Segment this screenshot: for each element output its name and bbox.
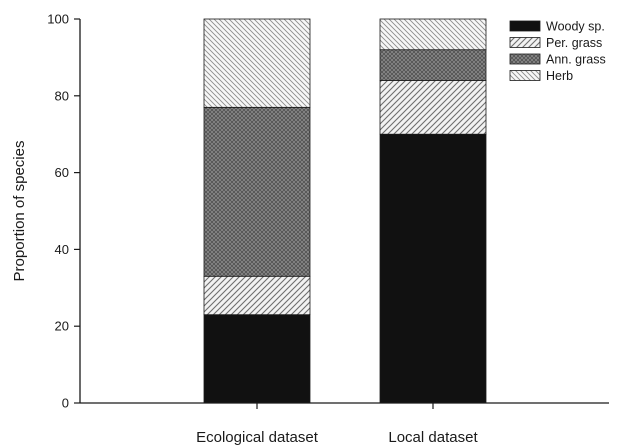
y-tick-label: 60 [55, 165, 69, 180]
legend-swatch-per-grass [509, 37, 541, 48]
y-tick-label: 100 [47, 12, 69, 27]
bar-segment-local-dataset-woody-sp [379, 133, 487, 404]
legend-label: Ann. grass [546, 53, 606, 67]
legend-label: Herb [546, 69, 573, 83]
bar-segment-local-dataset-per-grass [379, 80, 487, 135]
bar-segment-local-dataset-ann-grass [379, 49, 487, 81]
legend-swatch-herb [509, 70, 541, 81]
legend-label: Per. grass [546, 36, 602, 50]
bar-segment-ecological-dataset-per-grass [203, 275, 311, 316]
legend-swatch-ann-grass [509, 53, 541, 65]
bar-segment-ecological-dataset-ann-grass [203, 106, 311, 277]
y-tick-label: 80 [55, 88, 69, 103]
y-tick-label: 20 [55, 319, 69, 334]
y-axis-title: Proportion of species [11, 141, 28, 282]
legend-label: Woody sp. [546, 20, 605, 34]
legend-swatch-woody-sp [509, 20, 541, 32]
x-tick-label: Ecological dataset [196, 429, 319, 446]
category-labels: Ecological dataset Local dataset [196, 403, 478, 446]
y-tick-label: 40 [55, 242, 69, 257]
x-tick-label: Local dataset [388, 429, 478, 446]
bars-layer [203, 18, 487, 404]
bar-segment-ecological-dataset-woody-sp [203, 314, 311, 404]
bar-segment-local-dataset-herb [379, 18, 487, 51]
y-ticks: 0 20 40 60 80 100 [47, 12, 80, 411]
legend: Woody sp. Per. grass Ann. grass Herb [509, 20, 606, 83]
y-tick-label: 0 [62, 396, 69, 411]
bar-segment-ecological-dataset-herb [203, 18, 311, 108]
